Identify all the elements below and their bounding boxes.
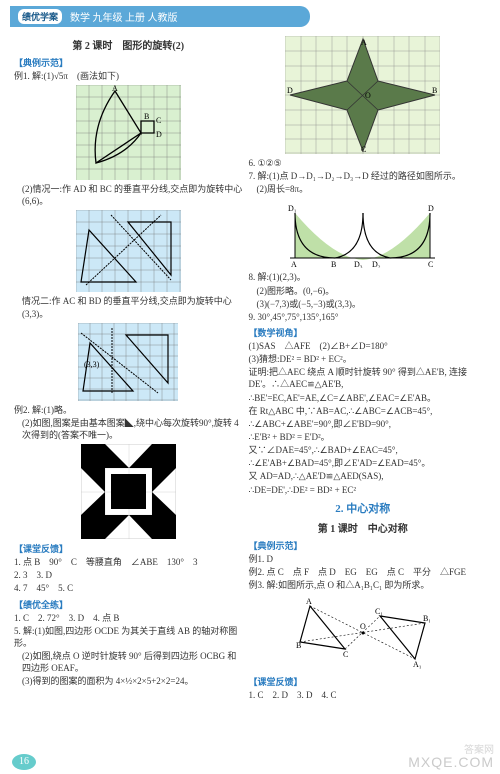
all-practice-heading: 【绩优全练】 [14,598,242,611]
svg-text:D₃: D₃ [354,260,363,268]
figure-2 [14,210,242,292]
figure1-svg: A B C D [76,85,181,180]
m10: 又 AD=AD,∴△AE'D≌△AED(SAS), [248,470,476,482]
class2-heading: 【课堂反馈】 [248,675,476,688]
svg-text:B₁: B₁ [423,614,430,623]
svg-text:A: A [112,85,118,93]
figure-3: (3,3) [14,323,242,401]
svg-text:A: A [361,38,367,47]
m1: (1)SAS △AFE (2)∠B+∠D=180° [248,340,476,352]
svg-text:B: B [331,260,336,268]
svg-text:B: B [144,112,149,121]
svg-text:D: D [287,86,293,95]
example2-part2: (2)如图,图案是由基本图案◣,绕中心每次旋转90°,旋转 4 次得到的(答案不… [14,417,242,441]
m4: ∴BE'=EC,AE'=AE,∠C=∠ABE',∠EAC=∠E'AB。 [248,392,476,404]
q6: 6. ①②⑤ [248,157,476,169]
a1: 1. C 2. 72° 3. D 4. 点 B [14,612,242,624]
right-column: A B C D O 6. ①②⑤ 7. 解:(1)点 D→D₁→D₂→D₃→D … [248,33,476,702]
m2: (3)猜想:DE² = BD² + EC²。 [248,353,476,365]
m3: 证明:把△AEC 绕点 A 顺时针旋转 90° 得到△AE'B, 连接 DE'。… [248,366,476,390]
q7-1: 7. 解:(1)点 D→D₁→D₂→D₃→D 经过的路径如图所示。 [248,170,476,182]
lesson2-title: 第 1 课时 中心对称 [248,520,476,535]
a5-3: (3)得到的图案的面积为 4×½×2×5+2×2=24。 [14,675,242,687]
a5-1: 5. 解:(1)如图,四边形 OCDE 为其关于直线 AB 的轴对称图形。 [14,625,242,649]
ex2b: 例2. 点 C 点 F 点 D EG EG 点 C 平分 △FGE [248,566,476,578]
figure3-svg: (3,3) [78,323,178,401]
examples-heading: 【典例示范】 [14,56,242,69]
svg-text:D: D [156,130,162,139]
page-content: 第 2 课时 图形的旋转(2) 【典例示范】 例1. 解:(1)√5π (画法如… [0,27,500,706]
q9: 9. 30°,45°,75°,135°,165° [248,311,476,323]
figure-star-svg: A B C D O [285,36,440,154]
left-column: 第 2 课时 图形的旋转(2) 【典例示范】 例1. 解:(1)√5π (画法如… [14,33,242,702]
example2-part1: 例2. 解:(1)略。 [14,404,242,416]
class-feedback-heading: 【课堂反馈】 [14,542,242,555]
q8-3: (3)(−7,3)或(−5,−3)或(3,3)。 [248,298,476,310]
figure-tri-svg: A B C O A₁ B₁ C₁ [295,594,430,672]
brand-badge: 绩优学案 [18,9,62,24]
svg-text:C₁: C₁ [375,607,383,616]
ex2c: 例3. 解:如图所示,点 O 和△A₁B₁C₁ 即为所求。 [248,579,476,591]
m5: 在 Rt△ABC 中,∵AB=AC,∴∠ABC=∠ACB=45°, [248,405,476,417]
q8-2: (2)图形略。(0,−6)。 [248,285,476,297]
svg-text:O: O [360,622,366,631]
figure2-svg [76,210,181,292]
svg-text:B: B [432,86,437,95]
svg-text:C: C [343,650,348,659]
m11: ∴DE=DE',∴DE² = BD² + EC² [248,484,476,496]
figure-triangles: A B C O A₁ B₁ C₁ [248,594,476,672]
m6: ∴∠ABC+∠ABE'=90°,即∠E'BD=90°, [248,418,476,430]
svg-text:D₁: D₁ [288,204,297,213]
svg-text:A₁: A₁ [413,660,422,669]
svg-text:D₂: D₂ [372,260,381,268]
a5-2: (2)如图,绕点 O 逆时针旋转 90° 后得到四边形 OCBG 和四边形 OE… [14,650,242,674]
example1-part1: 例1. 解:(1)√5π (画法如下) [14,70,242,82]
svg-text:C: C [156,116,161,125]
svg-text:A: A [306,597,312,606]
q4: 4. 7 45° 5. C [14,582,242,594]
q7-2: (2)周长=8π。 [248,183,476,195]
m8: 又∵∠DAE=45°,∴∠BAD+∠EAC=45°, [248,444,476,456]
q8-1: 8. 解:(1)(2,3)。 [248,271,476,283]
lesson-title: 第 2 课时 图形的旋转(2) [14,37,242,52]
ex2a: 例1. D [248,553,476,565]
page-header: 绩优学案 数学 九年级 上册 人教版 [10,6,310,27]
m9: ∴∠E'AB+∠BAD=45°,即∠E'AD=∠EAD=45°。 [248,457,476,469]
svg-text:(3,3): (3,3) [84,360,100,369]
q1: 1. 点 B 90° C 等腰直角 ∠ABE 130° 3 [14,556,242,568]
q2: 2. 3 3. D [14,569,242,581]
ans2: 1. C 2. D 3. D 4. C [248,689,476,701]
subject-text: 数学 九年级 上册 人教版 [70,9,178,24]
svg-text:C: C [361,145,366,154]
figure-4 [14,444,242,539]
svg-text:B: B [296,641,301,650]
figure4-svg [81,444,176,539]
figure-arc-svg: D₁ D A B D₃ D₂ C [285,198,440,268]
svg-text:D: D [428,204,434,213]
math-view-heading: 【数学视角】 [248,326,476,339]
figure-arc: D₁ D A B D₃ D₂ C [248,198,476,268]
m7: ∴E'B² + BD² = E'D²。 [248,431,476,443]
examples2-heading: 【典例示范】 [248,539,476,552]
svg-text:O: O [365,91,371,100]
example1-part3: 情况二:作 AC 和 BD 的垂直平分线,交点即为旋转中心(3,3)。 [14,295,242,319]
figure-1: A B C D [14,85,242,180]
figure-star: A B C D O [248,36,476,154]
section2-title: 2. 中心对称 [248,500,476,516]
example1-part2: (2)情况一:作 AD 和 BC 的垂直平分线,交点即为旋转中心(6,6)。 [14,183,242,207]
svg-text:C: C [428,260,433,268]
svg-text:A: A [291,260,297,268]
